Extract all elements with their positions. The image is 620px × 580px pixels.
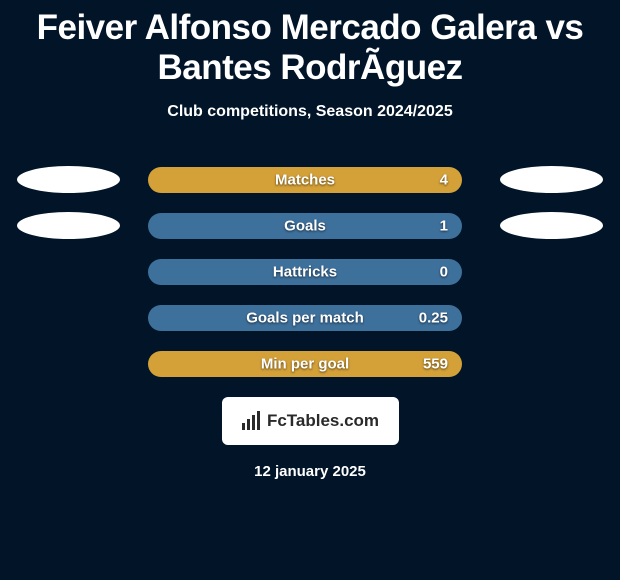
stat-row: Goals 1 xyxy=(0,213,620,239)
player-right-ellipse xyxy=(500,166,603,193)
stat-value: 559 xyxy=(423,355,448,372)
stat-row: Min per goal 559 xyxy=(0,351,620,377)
stat-value: 4 xyxy=(440,171,448,188)
ellipse-placeholder xyxy=(17,350,120,377)
stat-bar: Min per goal 559 xyxy=(148,351,462,377)
stat-label: Goals xyxy=(284,217,326,234)
stat-row: Hattricks 0 xyxy=(0,259,620,285)
bar-chart-icon xyxy=(241,411,261,431)
stat-label: Goals per match xyxy=(246,309,364,326)
player-left-ellipse xyxy=(17,212,120,239)
ellipse-placeholder xyxy=(500,258,603,285)
subtitle: Club competitions, Season 2024/2025 xyxy=(0,103,620,121)
stat-bar: Goals per match 0.25 xyxy=(148,305,462,331)
stat-label: Matches xyxy=(275,171,335,188)
stat-row: Goals per match 0.25 xyxy=(0,305,620,331)
logo-box: FcTables.com xyxy=(222,397,399,445)
stat-label: Hattricks xyxy=(273,263,337,280)
ellipse-placeholder xyxy=(17,304,120,331)
page-title: Feiver Alfonso Mercado Galera vs Bantes … xyxy=(0,0,620,89)
stat-bar: Matches 4 xyxy=(148,167,462,193)
ellipse-placeholder xyxy=(500,304,603,331)
ellipse-placeholder xyxy=(500,350,603,377)
date-text: 12 january 2025 xyxy=(0,463,620,480)
player-left-ellipse xyxy=(17,166,120,193)
stat-value: 0 xyxy=(440,263,448,280)
stat-row: Matches 4 xyxy=(0,167,620,193)
stat-value: 0.25 xyxy=(419,309,448,326)
player-right-ellipse xyxy=(500,212,603,239)
stat-value: 1 xyxy=(440,217,448,234)
stat-bar: Goals 1 xyxy=(148,213,462,239)
stat-label: Min per goal xyxy=(261,355,349,372)
logo-text: FcTables.com xyxy=(267,411,379,431)
ellipse-placeholder xyxy=(17,258,120,285)
stat-bar: Hattricks 0 xyxy=(148,259,462,285)
stats-container: Matches 4 Goals 1 Hattricks 0 Goals per match 0… xyxy=(0,167,620,377)
